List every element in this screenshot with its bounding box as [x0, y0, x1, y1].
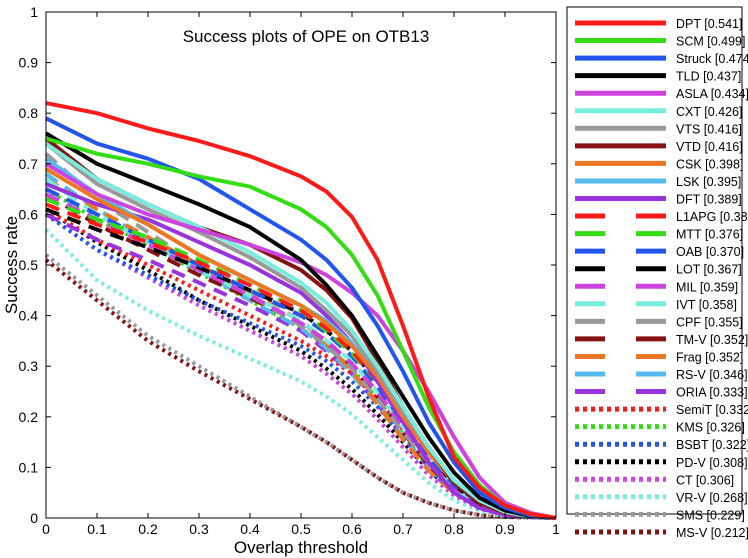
legend-label: LOT [0.367]	[676, 263, 742, 277]
legend-label: Frag [0.352]	[676, 350, 743, 364]
legend-label: RS-V [0.346]	[676, 368, 748, 382]
legend-label: TM-V [0.352]	[676, 333, 748, 347]
legend-label: BSBT [0.322]	[676, 438, 748, 452]
x-tick-label: 0.9	[495, 521, 515, 537]
y-tick-label: 0.5	[19, 257, 39, 273]
x-tick-label: 0	[42, 521, 50, 537]
legend-label: LSK [0.395]	[676, 175, 741, 189]
series-line-oria	[45, 212, 557, 520]
y-axis-label: Success rate	[2, 216, 21, 314]
y-tick-label: 0.7	[19, 156, 39, 172]
legend-label: CXT [0.426]	[676, 105, 742, 119]
x-tick-label: 0.2	[138, 521, 158, 537]
x-tick-label: 0.7	[393, 521, 413, 537]
y-tick-label: 0.8	[19, 105, 39, 121]
legend-label: DFT [0.389]	[676, 193, 742, 207]
y-tick-label: 0.2	[19, 409, 39, 425]
legend-label: MTT [0.376]	[676, 228, 743, 242]
legend-label: VTS [0.416]	[676, 122, 742, 136]
y-tick-label: 0	[30, 510, 38, 526]
legend-label: OAB [0.370]	[676, 245, 744, 259]
x-tick-label: 0.8	[444, 521, 464, 537]
legend: DPT [0.541] SCM [0.499] Struck [0.474] TLD …	[575, 17, 748, 540]
x-tick-label: 0.6	[342, 521, 362, 537]
series-line-pd-v	[44, 207, 557, 520]
legend-label: SCM [0.499]	[676, 35, 745, 49]
x-tick-label: 0.4	[240, 521, 260, 537]
series-layer	[44, 101, 557, 520]
y-tick-label: 0.4	[19, 308, 39, 324]
legend-label: MS-V [0.212]	[676, 526, 748, 540]
legend-label: CPF [0.355]	[676, 315, 743, 329]
series-line-tld	[44, 131, 557, 520]
y-tick-label: 1	[30, 4, 38, 20]
legend-label: VR-V [0.268]	[676, 491, 748, 505]
legend-label: PD-V [0.308]	[676, 456, 748, 470]
legend-label: SMS [0.229]	[676, 508, 745, 522]
x-tick-label: 0.3	[189, 521, 209, 537]
x-tick-label: 1	[552, 521, 560, 537]
legend-label: TLD [0.437]	[676, 70, 741, 84]
legend-label: DPT [0.541]	[676, 17, 742, 31]
legend-label: ORIA [0.333]	[676, 386, 748, 400]
legend-label: L1APG [0.380]	[676, 210, 748, 224]
series-line-ms-v	[44, 258, 557, 520]
legend-label: IVT [0.358]	[676, 298, 737, 312]
y-tick-label: 0.9	[19, 55, 39, 71]
legend-label: VTD [0.416]	[676, 140, 743, 154]
series-line-bsbt	[44, 212, 557, 520]
legend-label: CSK [0.398]	[676, 157, 743, 171]
legend-label: CT [0.306]	[676, 473, 734, 487]
y-tick-label: 0.1	[19, 459, 39, 475]
legend-label: SemiT [0.332]	[676, 403, 748, 417]
y-tick-label: 0.3	[19, 358, 39, 374]
legend-label: Struck [0.474]	[676, 52, 748, 66]
legend-label: MIL [0.359]	[676, 280, 738, 294]
y-tick-label: 0.6	[19, 206, 39, 222]
chart-title: Success plots of OPE on OTB13	[183, 27, 430, 46]
series-line-dpt	[45, 101, 557, 520]
legend-label: KMS [0.326]	[676, 421, 745, 435]
legend-label: ASLA [0.434]	[676, 87, 748, 101]
x-tick-label: 0.5	[291, 521, 311, 537]
x-tick-label: 0.1	[87, 521, 107, 537]
x-axis-label: Overlap threshold	[234, 538, 368, 557]
tick-layer: 0 0.1 0.2 0.3 0.4 0.5 0.6 0.7 0.8 0.9 1 0 0.1 0.2 0.3 0…	[19, 4, 561, 537]
